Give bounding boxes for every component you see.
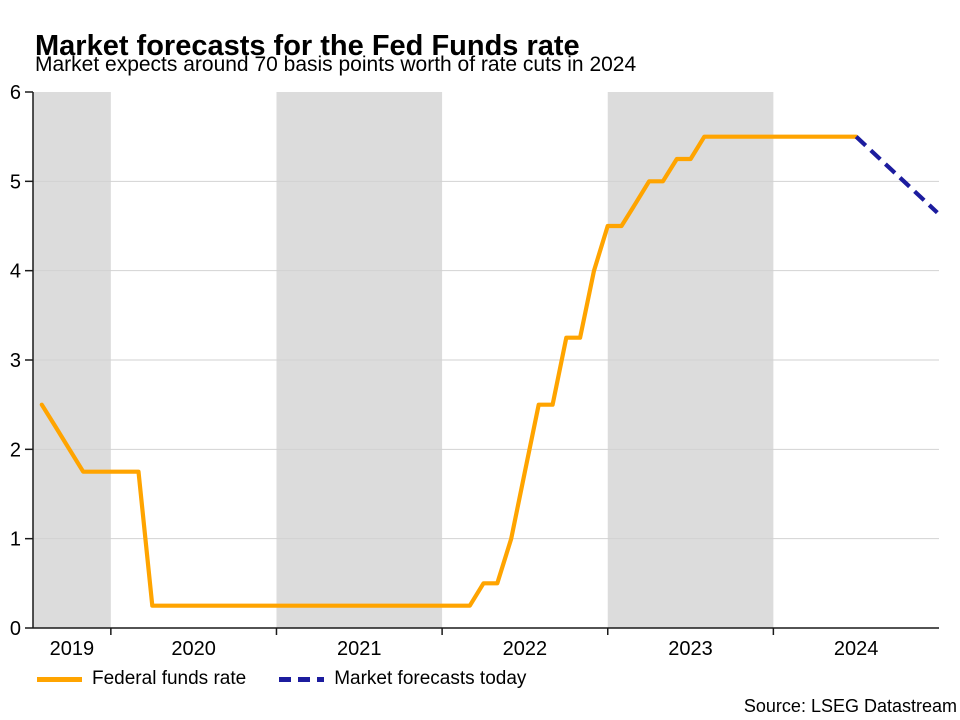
y-axis-tick-label: 4 <box>10 261 21 283</box>
x-axis-year-label: 2024 <box>834 638 879 660</box>
x-axis-year-label: 2022 <box>503 638 548 660</box>
y-axis-tick-label: 3 <box>10 350 21 372</box>
y-axis-tick-label: 1 <box>10 529 21 551</box>
legend-label-market-forecasts-today: Market forecasts today <box>334 668 527 689</box>
x-axis-year-label: 2020 <box>171 638 216 660</box>
y-axis-tick-label: 0 <box>10 618 21 640</box>
federal-funds-rate-line-swatch <box>37 676 82 682</box>
legend-item-federal-funds-rate: Federal funds rate <box>37 668 246 690</box>
x-axis-year-label: 2023 <box>668 638 713 660</box>
x-axis-year-label: 2021 <box>337 638 382 660</box>
legend-label-federal-funds-rate: Federal funds rate <box>92 668 247 689</box>
y-axis-tick-label: 2 <box>10 439 21 461</box>
y-axis-tick-label: 6 <box>10 82 21 104</box>
legend-item-market-forecasts-today: Market forecasts today <box>279 668 526 690</box>
y-axis-tick-label: 5 <box>10 171 21 193</box>
x-axis-year-label: 2019 <box>50 638 95 660</box>
chart-title: Market forecasts for the Fed Funds rate <box>35 30 580 63</box>
source-attribution: Source: LSEG Datastream <box>743 696 957 716</box>
series-line-market-forecasts-today <box>854 135 939 215</box>
chart-subtitle: Market expects around 70 basis points wo… <box>35 53 637 76</box>
series-line-federal-funds-rate <box>39 134 859 608</box>
market-forecasts-dashed-line-swatch <box>279 676 325 682</box>
legend: Federal funds rate Market forecasts toda… <box>37 667 526 691</box>
